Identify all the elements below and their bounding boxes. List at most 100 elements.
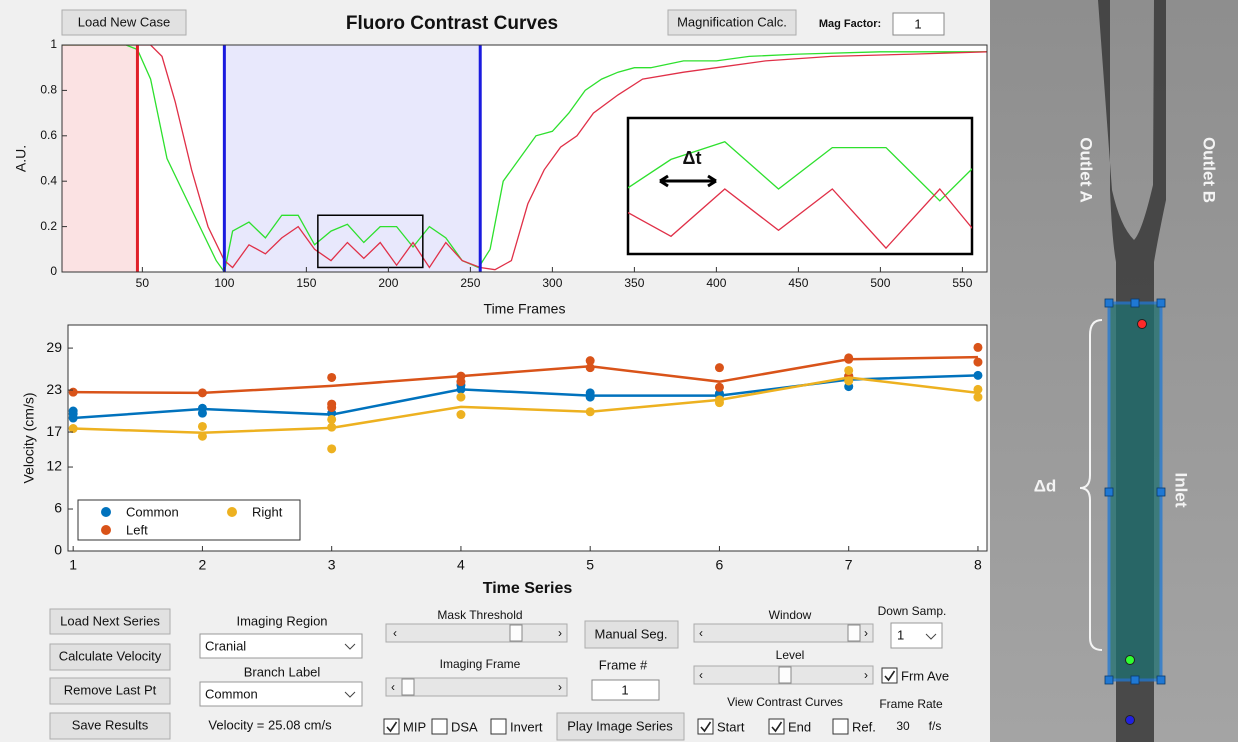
magnification-button[interactable]: Magnification Calc. <box>668 10 796 35</box>
y-tick-label: 29 <box>46 339 62 355</box>
y-tick-label: 17 <box>46 423 62 439</box>
window-slider[interactable]: ‹› <box>694 624 873 642</box>
button-label: Play Image Series <box>567 718 673 733</box>
frame-number-value: 1 <box>621 682 628 697</box>
remove-last-pt-button[interactable]: Remove Last Pt <box>50 678 170 704</box>
y-axis-label: A.U. <box>13 145 29 172</box>
y-tick-label: 6 <box>54 500 62 516</box>
checkbox[interactable]: DSA <box>432 719 478 734</box>
svg-text:‹: ‹ <box>391 680 395 694</box>
y-tick-label: 0 <box>54 542 62 558</box>
start-region <box>62 45 137 272</box>
data-point <box>586 363 595 372</box>
y-axis-label: Velocity (cm/s) <box>21 392 37 483</box>
data-point <box>456 410 465 419</box>
button-label: Load Next Series <box>60 613 160 628</box>
mag-factor-label: Mag Factor: <box>819 18 881 30</box>
legend-marker <box>101 525 111 535</box>
data-point <box>715 395 724 404</box>
app-title: Fluoro Contrast Curves <box>346 13 558 34</box>
x-tick-label: 50 <box>136 276 150 290</box>
y-tick-label: 0.2 <box>40 219 57 233</box>
mask-threshold-slider[interactable]: ‹› <box>386 624 567 642</box>
svg-text:›: › <box>864 668 868 682</box>
checkbox[interactable]: Frm Ave <box>882 668 949 683</box>
outlet-b-label: Outlet B <box>1200 137 1219 203</box>
data-point <box>844 376 853 385</box>
save-results-button[interactable]: Save Results <box>50 713 170 739</box>
checkbox-label: End <box>788 719 811 734</box>
down-samp-value: 1 <box>897 627 904 642</box>
legend-marker <box>227 507 237 517</box>
play-image-series-button[interactable]: Play Image Series <box>557 713 684 740</box>
x-tick-label: 200 <box>378 276 398 290</box>
data-point <box>327 403 336 412</box>
velocity-plot: 123456780612172329Time SeriesVelocity (c… <box>21 325 987 597</box>
data-point <box>327 444 336 453</box>
data-point <box>456 377 465 386</box>
data-point <box>327 415 336 424</box>
frame-number-label: Frame # <box>599 657 648 672</box>
data-point <box>973 358 982 367</box>
checkbox-label: MIP <box>403 719 426 734</box>
data-point <box>198 432 207 441</box>
checkbox[interactable]: Start <box>698 719 745 734</box>
checkbox-label: Invert <box>510 719 543 734</box>
level-slider[interactable]: ‹› <box>694 666 873 684</box>
button-label: Manual Seg. <box>595 626 668 641</box>
app-window: Load New Case Fluoro Contrast Curves Mag… <box>0 0 1238 742</box>
imaging-frame-label: Imaging Frame <box>440 657 521 671</box>
data-point <box>973 371 982 380</box>
checkbox-box <box>769 719 784 734</box>
mask-threshold-label: Mask Threshold <box>437 608 522 622</box>
calculate-velocity-button[interactable]: Calculate Velocity <box>50 644 170 670</box>
checkbox[interactable]: Invert <box>491 719 543 734</box>
x-tick-label: 8 <box>974 557 982 573</box>
angiogram-image <box>990 0 1238 742</box>
imaging-region-value: Cranial <box>205 638 246 653</box>
x-tick-label: 1 <box>69 557 77 573</box>
down-samp-label: Down Samp. <box>878 604 947 618</box>
manual-seg-button[interactable]: Manual Seg. <box>585 621 678 648</box>
load-new-case-button[interactable]: Load New Case <box>62 10 186 35</box>
x-tick-label: 6 <box>716 557 724 573</box>
svg-text:‹: ‹ <box>393 626 397 640</box>
imaging-region-label: Imaging Region <box>236 613 327 628</box>
outlet-a-label: Outlet A <box>1077 137 1096 202</box>
checkbox[interactable]: MIP <box>384 719 426 734</box>
svg-text:›: › <box>864 626 868 640</box>
checkbox-box <box>384 719 399 734</box>
svg-text:‹: ‹ <box>699 668 703 682</box>
data-point <box>973 393 982 402</box>
legend-label: Common <box>126 504 179 519</box>
button-label: Load New Case <box>78 14 171 29</box>
inset-frame <box>628 118 972 254</box>
y-tick-label: 12 <box>46 458 62 474</box>
checkbox-label: Start <box>717 719 745 734</box>
x-tick-label: 250 <box>460 276 480 290</box>
checkbox[interactable]: End <box>769 719 811 734</box>
y-tick-label: 0.6 <box>40 128 57 142</box>
x-tick-label: 150 <box>296 276 316 290</box>
imaging-frame-slider[interactable]: ‹› <box>386 678 567 696</box>
x-tick-label: 2 <box>199 557 207 573</box>
load-next-series-button[interactable]: Load Next Series <box>50 609 170 634</box>
frame-rate-label: Frame Rate <box>879 697 943 711</box>
checkbox-box <box>882 668 897 683</box>
x-tick-label: 3 <box>328 557 336 573</box>
data-point <box>327 373 336 382</box>
checkbox[interactable]: Ref. <box>833 719 876 734</box>
legend-marker <box>101 507 111 517</box>
end-region <box>224 45 480 272</box>
frame-rate-value: 30 <box>896 719 910 733</box>
window-label: Window <box>769 608 812 622</box>
button-label: Remove Last Pt <box>64 682 157 697</box>
x-tick-label: 5 <box>586 557 594 573</box>
data-point <box>844 355 853 364</box>
checkbox-box <box>491 719 506 734</box>
x-tick-label: 550 <box>952 276 972 290</box>
data-point <box>456 393 465 402</box>
checkbox-box <box>698 719 713 734</box>
svg-text:›: › <box>558 680 562 694</box>
distance-label: Δd <box>1034 476 1057 495</box>
